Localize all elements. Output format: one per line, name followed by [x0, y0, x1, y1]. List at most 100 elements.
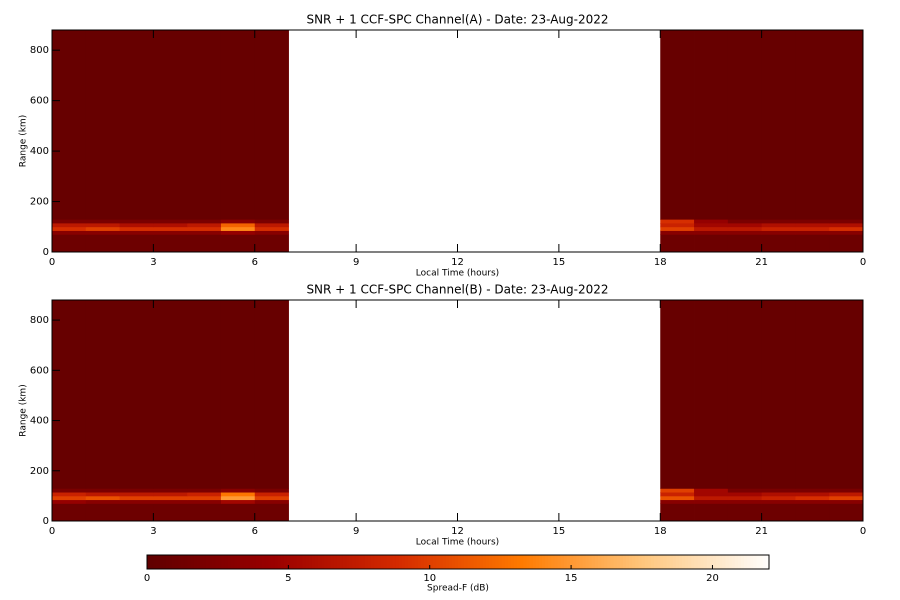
heatmap-cell	[220, 488, 256, 493]
heatmap-cell	[220, 226, 256, 231]
x-tick-label: 0	[860, 526, 866, 537]
colorbar-swatch	[268, 555, 272, 569]
heatmap-cell	[694, 234, 729, 253]
colorbar-swatch	[405, 555, 409, 569]
colorbar-swatch	[171, 555, 176, 569]
colorbar-swatch	[402, 555, 406, 569]
colorbar-swatch	[265, 555, 269, 569]
heatmap-cell	[761, 226, 796, 231]
heatmap-cell	[153, 230, 188, 235]
colorbar-swatch	[206, 555, 210, 569]
heatmap-cell	[727, 230, 763, 235]
heatmap-cell	[254, 219, 289, 224]
colorbar-swatch	[507, 555, 512, 569]
colorbar-swatch	[274, 555, 279, 569]
colorbar-swatch	[753, 555, 758, 569]
colorbar-swatch	[498, 555, 503, 569]
colorbar-swatch	[339, 555, 344, 569]
colorbar-swatch	[520, 555, 524, 569]
colorbar-swatch	[224, 555, 229, 569]
heatmap-cell	[829, 495, 864, 501]
colorbar-swatch	[327, 555, 331, 569]
colorbar-swatch	[234, 555, 238, 569]
y-tick-label: 400	[30, 416, 49, 427]
heatmap-cell	[220, 492, 256, 497]
colorbar-swatch	[174, 555, 179, 569]
heatmap-cell	[829, 488, 864, 493]
colorbar-swatch	[283, 555, 288, 569]
colorbar-swatch	[538, 555, 543, 569]
colorbar-swatch	[666, 555, 670, 569]
heatmap-cell	[220, 503, 256, 522]
colorbar-swatch	[541, 555, 546, 569]
colorbar-swatch	[417, 555, 422, 569]
colorbar-swatch	[380, 555, 384, 569]
heatmap-cell	[153, 226, 188, 231]
colorbar-swatch	[364, 555, 369, 569]
heatmap-cell	[254, 30, 289, 220]
heatmap-cell	[52, 492, 87, 497]
colorbar-swatch	[212, 555, 216, 569]
heatmap-cell	[694, 300, 729, 489]
colorbar-swatch	[190, 555, 195, 569]
colorbar-swatch	[464, 555, 468, 569]
heatmap-cell	[694, 488, 729, 493]
y-axis-label: Range (km)	[19, 384, 29, 436]
colorbar-swatch	[153, 555, 157, 569]
colorbar-swatch	[728, 555, 733, 569]
heatmap-cell	[187, 495, 222, 501]
heatmap-cell	[119, 492, 154, 497]
colorbar-swatch	[293, 555, 297, 569]
heatmap-cell	[52, 300, 87, 489]
colorbar-tick-label: 20	[706, 573, 719, 584]
heatmap-cell	[795, 492, 830, 497]
colorbar-swatch	[162, 555, 167, 569]
colorbar-swatch	[731, 555, 736, 569]
heatmap-cell	[187, 488, 222, 493]
colorbar-swatch	[613, 555, 618, 569]
heatmap-cell	[829, 30, 864, 220]
heatmap-cell	[153, 300, 188, 489]
colorbar-swatch	[277, 555, 282, 569]
colorbar-swatch	[638, 555, 642, 569]
colorbar-swatch	[700, 555, 705, 569]
colorbar-swatch	[741, 555, 745, 569]
heatmap-cell	[660, 230, 695, 235]
colorbar-swatch	[482, 555, 487, 569]
colorbar-swatch	[688, 555, 692, 569]
heatmap-cell	[119, 495, 154, 501]
heatmap-cell	[694, 222, 729, 228]
colorbar-swatch	[147, 555, 151, 569]
colorbar-swatch	[159, 555, 164, 569]
colorbar-swatch	[660, 555, 664, 569]
heatmap-cell	[153, 234, 188, 253]
heatmap-cell	[254, 300, 289, 489]
colorbar-tick-label: 15	[565, 573, 578, 584]
colorbar-swatch	[762, 555, 767, 569]
y-tick-label: 600	[30, 96, 49, 107]
colorbar-swatch	[594, 555, 599, 569]
colorbar-swatch	[227, 555, 232, 569]
colorbar-swatch	[168, 555, 173, 569]
colorbar-swatch	[653, 555, 658, 569]
y-tick-label: 600	[30, 365, 49, 376]
colorbar-swatch	[314, 555, 319, 569]
x-axis-label: Local Time (hours)	[416, 538, 499, 548]
heatmap-cell	[254, 230, 289, 235]
heatmap-cell	[727, 499, 763, 504]
heatmap-cell	[761, 300, 796, 489]
heatmap-cell	[829, 230, 864, 235]
colorbar-swatch	[719, 555, 723, 569]
heatmap-cell	[254, 499, 289, 504]
colorbar-swatch	[588, 555, 593, 569]
heatmap-cell	[220, 30, 256, 220]
colorbar-swatch	[529, 555, 534, 569]
colorbar-swatch	[523, 555, 527, 569]
colorbar-swatch	[713, 555, 717, 569]
colorbar-swatch	[346, 555, 350, 569]
heatmap-cell	[119, 300, 154, 489]
colorbar-swatch	[535, 555, 540, 569]
colorbar-swatch	[181, 555, 185, 569]
colorbar-swatch	[202, 555, 207, 569]
colorbar-swatch	[597, 555, 602, 569]
